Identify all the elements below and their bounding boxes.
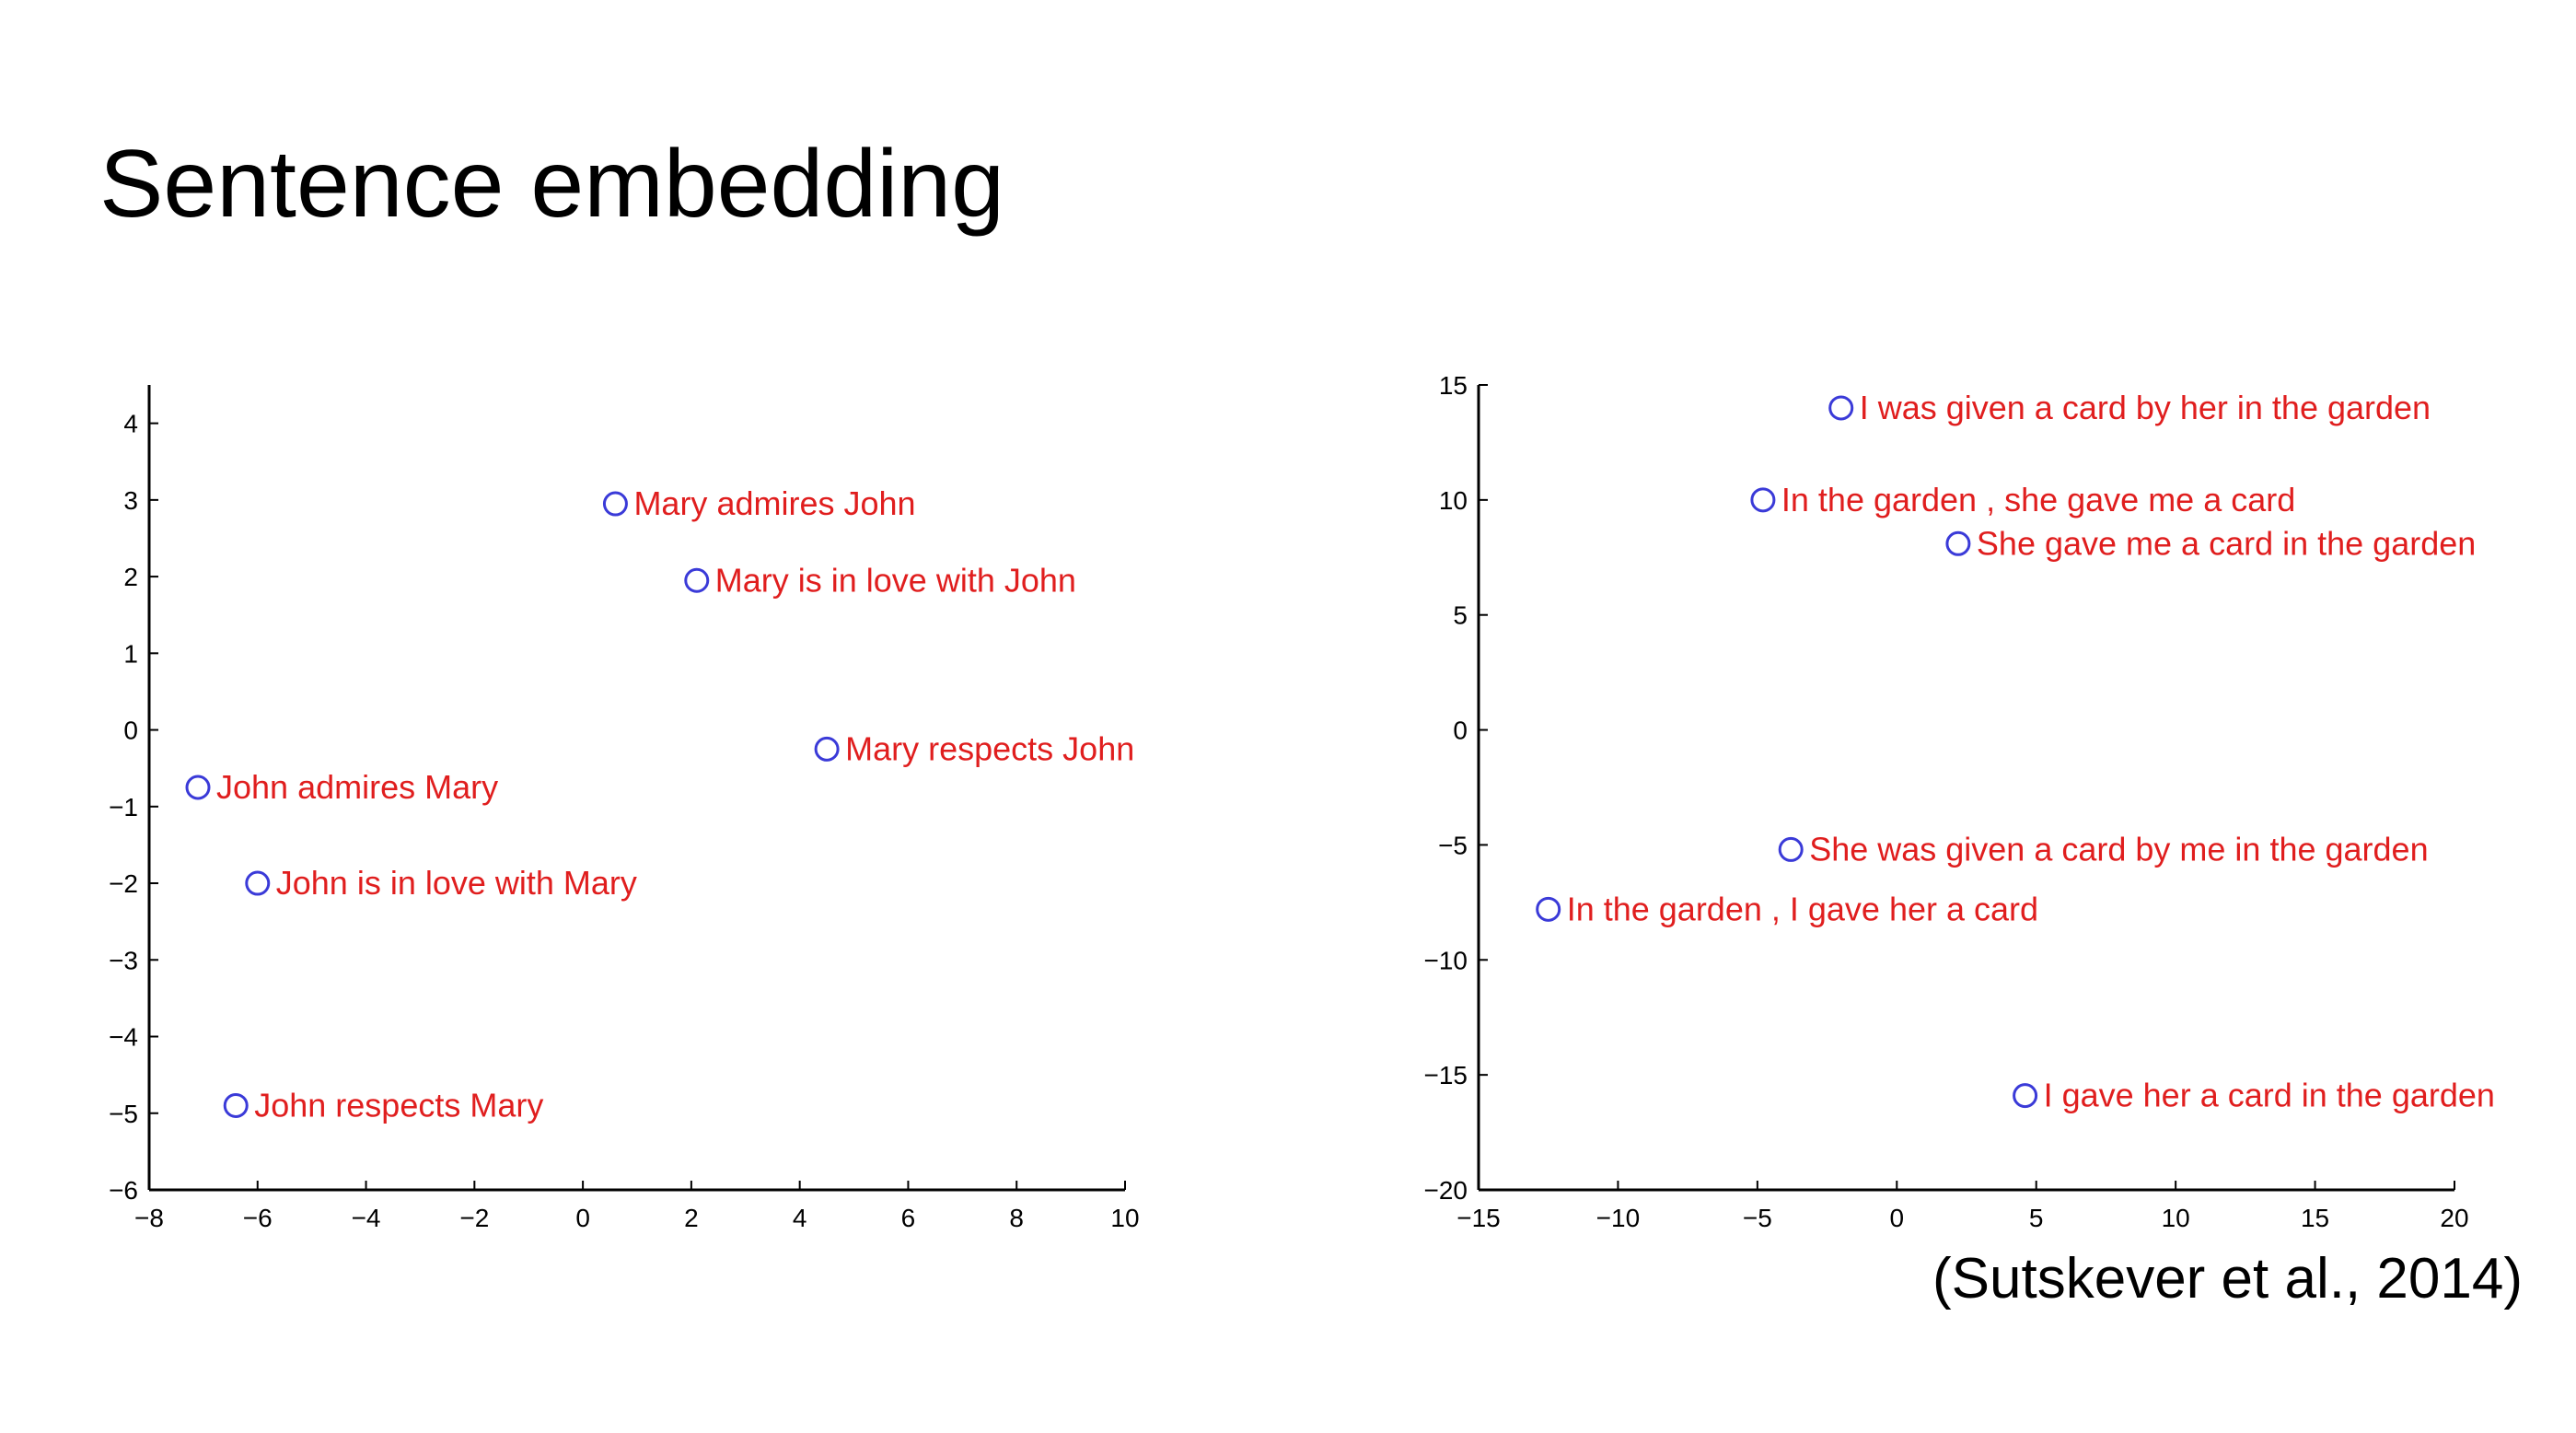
left-y-tick-label: −4 (109, 1023, 138, 1052)
right-y-tick-label: 10 (1439, 486, 1468, 515)
left-data-label: Mary admires John (633, 484, 915, 522)
right-y-tick-label: −15 (1424, 1061, 1468, 1089)
right-y-tick-label: −20 (1424, 1176, 1468, 1205)
left-x-tick-label: 8 (1009, 1204, 1024, 1232)
left-y-tick-label: 4 (123, 410, 138, 438)
left-x-tick-label: 0 (575, 1204, 590, 1232)
left-x-tick-label: 10 (1110, 1204, 1139, 1232)
right-data-label: I gave her a card in the garden (2044, 1077, 2495, 1114)
left-x-tick-label: 4 (793, 1204, 807, 1232)
right-x-tick-label: 0 (1889, 1204, 1904, 1232)
slide-title: Sentence embedding (99, 131, 1004, 238)
right-data-label: She was given a card by me in the garden (1809, 830, 2428, 868)
right-y-tick-label: 5 (1453, 601, 1468, 630)
left-y-tick-label: 3 (123, 486, 138, 515)
left-y-tick-label: −5 (109, 1100, 138, 1128)
right-data-label: She gave me a card in the garden (1977, 524, 2476, 562)
left-x-tick-label: −8 (134, 1204, 164, 1232)
right-x-tick-label: −5 (1743, 1204, 1772, 1232)
right-x-tick-label: 20 (2440, 1204, 2468, 1232)
left-data-label: John admires Mary (216, 768, 498, 806)
left-data-label: John is in love with Mary (276, 864, 637, 902)
right-y-tick-label: −10 (1424, 946, 1468, 974)
left-data-label: John respects Mary (254, 1086, 543, 1124)
right-data-point (1778, 836, 1804, 862)
right-x-tick-label: −10 (1596, 1204, 1641, 1232)
right-data-point (1750, 487, 1776, 513)
right-data-point (1828, 395, 1854, 421)
left-x-tick-label: 6 (901, 1204, 916, 1232)
right-data-label: In the garden , I gave her a card (1567, 890, 2038, 927)
right-data-label: I was given a card by her in the garden (1860, 389, 2431, 426)
left-data-point (245, 870, 271, 896)
left-x-tick-label: −2 (459, 1204, 489, 1232)
right-data-point (1945, 530, 1971, 556)
right-x-tick-label: 5 (2029, 1204, 2044, 1232)
right-data-point (1536, 896, 1561, 922)
left-y-tick-label: −3 (109, 946, 138, 974)
left-data-label: Mary is in love with John (715, 561, 1076, 599)
right-data-label: In the garden , she gave me a card (1781, 481, 2295, 518)
left-data-point (684, 567, 710, 593)
left-data-point (602, 491, 628, 517)
left-y-tick-label: −2 (109, 869, 138, 898)
right-data-point (2013, 1083, 2038, 1109)
left-data-label: Mary respects John (845, 729, 1134, 767)
right-x-tick-label: 10 (2162, 1204, 2190, 1232)
right-y-tick-label: −5 (1438, 831, 1468, 859)
citation: (Sutskever et al., 2014) (1932, 1247, 2523, 1311)
left-y-tick-label: 0 (123, 716, 138, 745)
left-x-tick-label: −6 (243, 1204, 273, 1232)
right-y-tick-label: 15 (1439, 371, 1468, 400)
left-data-point (223, 1092, 249, 1118)
right-x-tick-label: −15 (1456, 1204, 1501, 1232)
left-x-tick-label: −4 (352, 1204, 381, 1232)
right-x-tick-label: 15 (2301, 1204, 2329, 1232)
left-y-tick-label: 2 (123, 563, 138, 591)
left-y-tick-label: −6 (109, 1176, 138, 1205)
left-y-tick-label: −1 (109, 793, 138, 821)
left-data-point (814, 736, 840, 762)
left-data-point (185, 775, 211, 800)
left-y-tick-label: 1 (123, 639, 138, 668)
right-y-tick-label: 0 (1453, 716, 1468, 745)
left-x-tick-label: 2 (684, 1204, 699, 1232)
